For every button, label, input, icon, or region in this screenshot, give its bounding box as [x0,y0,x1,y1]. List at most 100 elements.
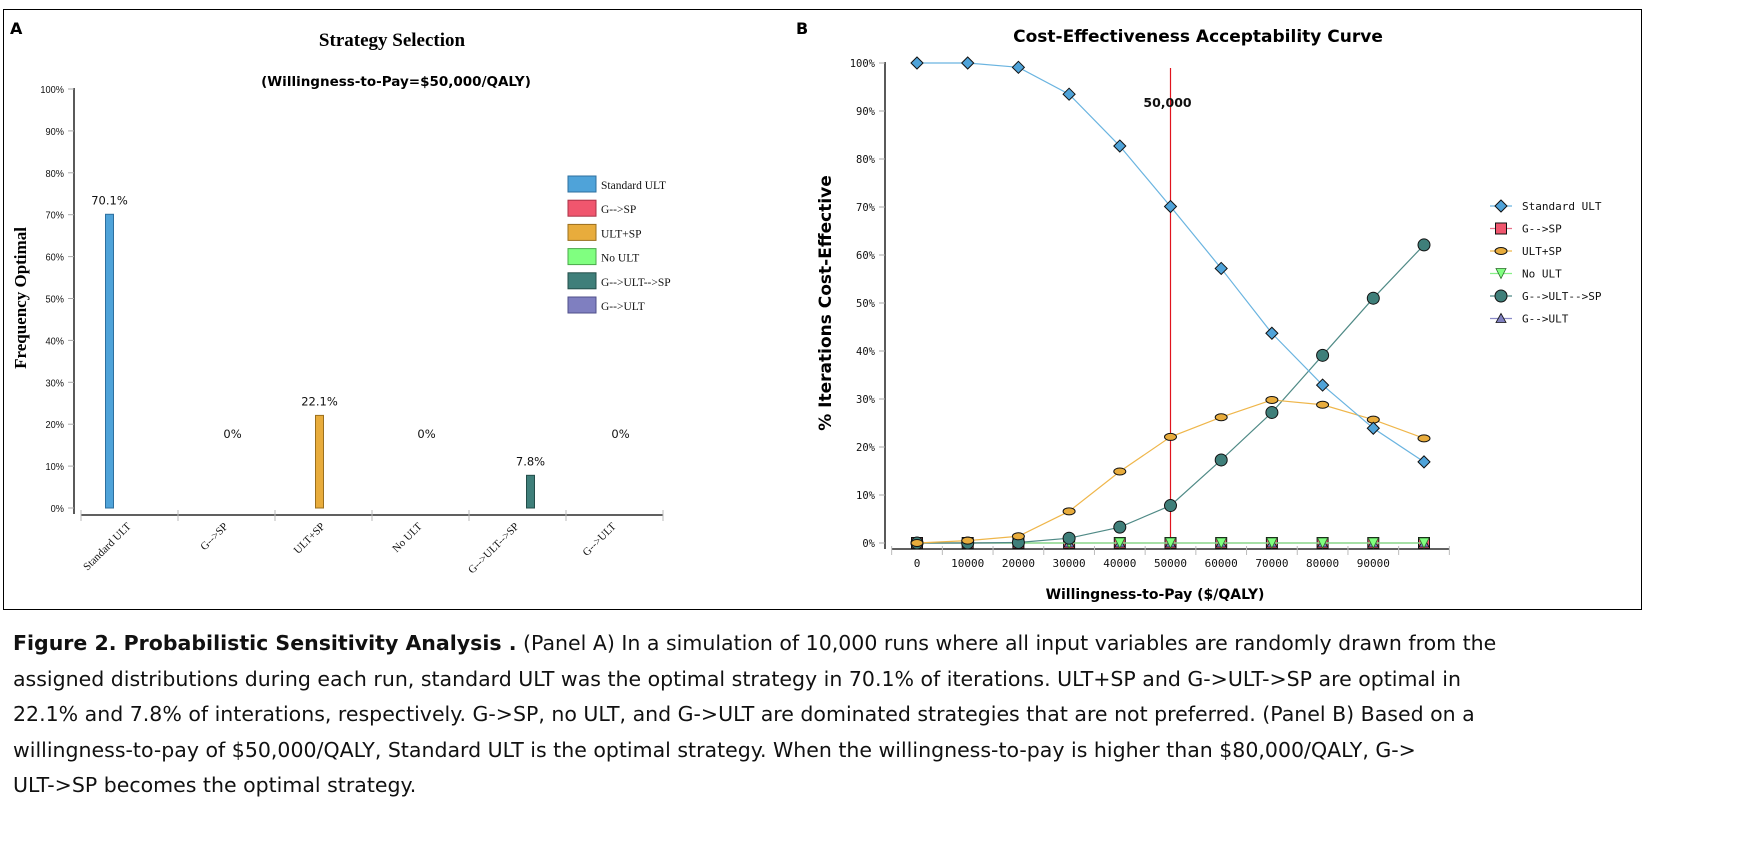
a-y-tick-label: 90% [46,126,65,138]
a-bar-data-label: 22.1% [301,394,338,408]
b-data-point [910,539,924,547]
a-legend-swatch [567,175,597,193]
a-legend-label: G-->ULT-->SP [601,277,671,289]
panel-a: A Strategy Selection (Willingness-to-Pay… [10,19,671,576]
b-legend-label: Standard ULT [1522,200,1602,213]
b-data-point [1062,87,1076,101]
b-data-point [1417,455,1431,469]
a-x-category-label: G-->SP [198,521,230,553]
a-legend-swatch [567,199,597,217]
b-y-tick-label: 50% [856,298,876,310]
caption-line-4: willingness-to-pay of $50,000/QALY, Stan… [13,737,1416,762]
a-x-category-label: G-->ULT-->SP [466,521,522,577]
a-bar-data-label: 0% [223,427,241,441]
caption-text: (Panel A) In a simulation of 10,000 runs… [516,631,1497,655]
b-data-point [1417,434,1431,443]
b-data-point [1062,507,1076,516]
b-data-point [1315,378,1330,392]
b-x-tick-label: 70000 [1255,557,1288,570]
b-data-point [1214,261,1228,276]
caption-line-2: assigned distributions during each run, … [13,666,1461,691]
a-legend-swatch [567,296,597,314]
a-bar [315,414,324,509]
b-x-tick-label: 10000 [951,557,984,570]
b-data-point [1164,499,1177,513]
b-y-tick-label: 90% [856,106,876,118]
b-data-point [1417,238,1431,252]
a-x-category-label: Standard ULT [81,520,134,573]
b-x-tick-label: 60000 [1205,557,1238,570]
b-data-point [960,56,975,70]
b-legend-marker [1494,199,1508,213]
b-y-tick-label: 10% [856,490,876,502]
b-data-point [961,536,975,545]
a-bar-data-label: 7.8% [516,454,545,468]
a-legend-swatch [567,272,597,290]
b-threshold-label: 50,000 [1143,95,1192,110]
b-legend-marker [1494,289,1508,303]
b-legend-marker [1495,222,1507,235]
b-data-point [1062,531,1076,545]
b-x-tick-label: 40000 [1103,557,1136,570]
b-data-point [1163,199,1178,214]
b-legend-label: No ULT [1522,268,1562,281]
b-data-point [1215,537,1227,549]
panel-a-label: A [10,19,23,38]
b-data-point [1113,520,1127,534]
caption-line-5: ULT->SP becomes the optimal strategy. [13,773,417,797]
b-data-point [1366,291,1380,305]
a-legend-label: G-->ULT [601,301,645,313]
b-legend-marker [1495,312,1507,323]
figure-svg: A Strategy Selection (Willingness-to-Pay… [10,19,1602,603]
a-bar-data-label: 0% [417,427,435,441]
b-y-tick-label: 100% [850,58,876,70]
b-data-point [1214,413,1228,422]
panel-a-ylabel: Frequency Optimal [11,227,30,369]
figure-caption: Figure 2. Probabilistic Sensitivity Anal… [13,626,1653,804]
b-y-tick-label: 0% [862,538,875,550]
b-data-point [1265,326,1279,340]
b-data-point [1113,139,1127,153]
b-data-point [1114,537,1126,549]
a-legend-swatch [567,223,597,241]
a-legend-label: No ULT [601,253,639,265]
b-y-tick-label: 60% [856,250,876,262]
caption-line-3: 22.1% and 7.8% of interations, respectiv… [13,702,1475,726]
a-bar [105,213,114,509]
caption-title: Figure 2. Probabilistic Sensitivity Anal… [13,631,517,655]
panel-b-xlabel: Willingness-to-Pay ($/QALY) [1046,587,1265,603]
b-legend-label: G-->SP [1522,223,1562,236]
panel-b-label: B [796,19,808,38]
b-x-tick-label: 80000 [1306,557,1339,570]
b-data-point [1011,60,1026,75]
panel-b: B Cost-Effectiveness Acceptability Curve… [796,19,1602,603]
panel-b-title: Cost-Effectiveness Acceptability Curve [1013,27,1383,47]
b-data-point [1316,400,1330,409]
b-y-tick-label: 30% [856,394,876,406]
a-y-tick-label: 20% [46,420,65,432]
b-x-tick-label: 30000 [1053,557,1086,570]
a-bar-data-label: 0% [611,427,629,441]
a-x-category-label: G-->ULT [581,520,619,558]
b-legend-marker [1494,247,1508,255]
a-y-tick-label: 50% [46,294,65,306]
a-x-category-label: No ULT [390,520,425,555]
figure-frame [3,9,1642,610]
b-data-point [1265,405,1279,419]
b-legend-label: ULT+SP [1522,245,1562,258]
b-y-tick-label: 40% [856,346,876,358]
a-x-category-label: ULT+SP [292,521,328,557]
b-data-point [1164,432,1177,441]
b-x-tick-label: 20000 [1002,557,1035,570]
a-y-tick-label: 30% [46,378,65,390]
a-y-tick-label: 60% [46,252,65,264]
b-y-tick-label: 80% [856,154,876,166]
panel-a-title: Strategy Selection [319,30,466,51]
b-x-tick-label: 0 [914,557,921,570]
b-data-point [1113,467,1127,476]
b-y-tick-label: 20% [856,442,876,454]
panel-a-subtitle: (Willingness-to-Pay=$50,000/QALY) [261,74,531,90]
a-y-tick-label: 10% [46,462,65,474]
a-y-tick-label: 100% [40,85,64,97]
b-data-point [1164,537,1177,549]
